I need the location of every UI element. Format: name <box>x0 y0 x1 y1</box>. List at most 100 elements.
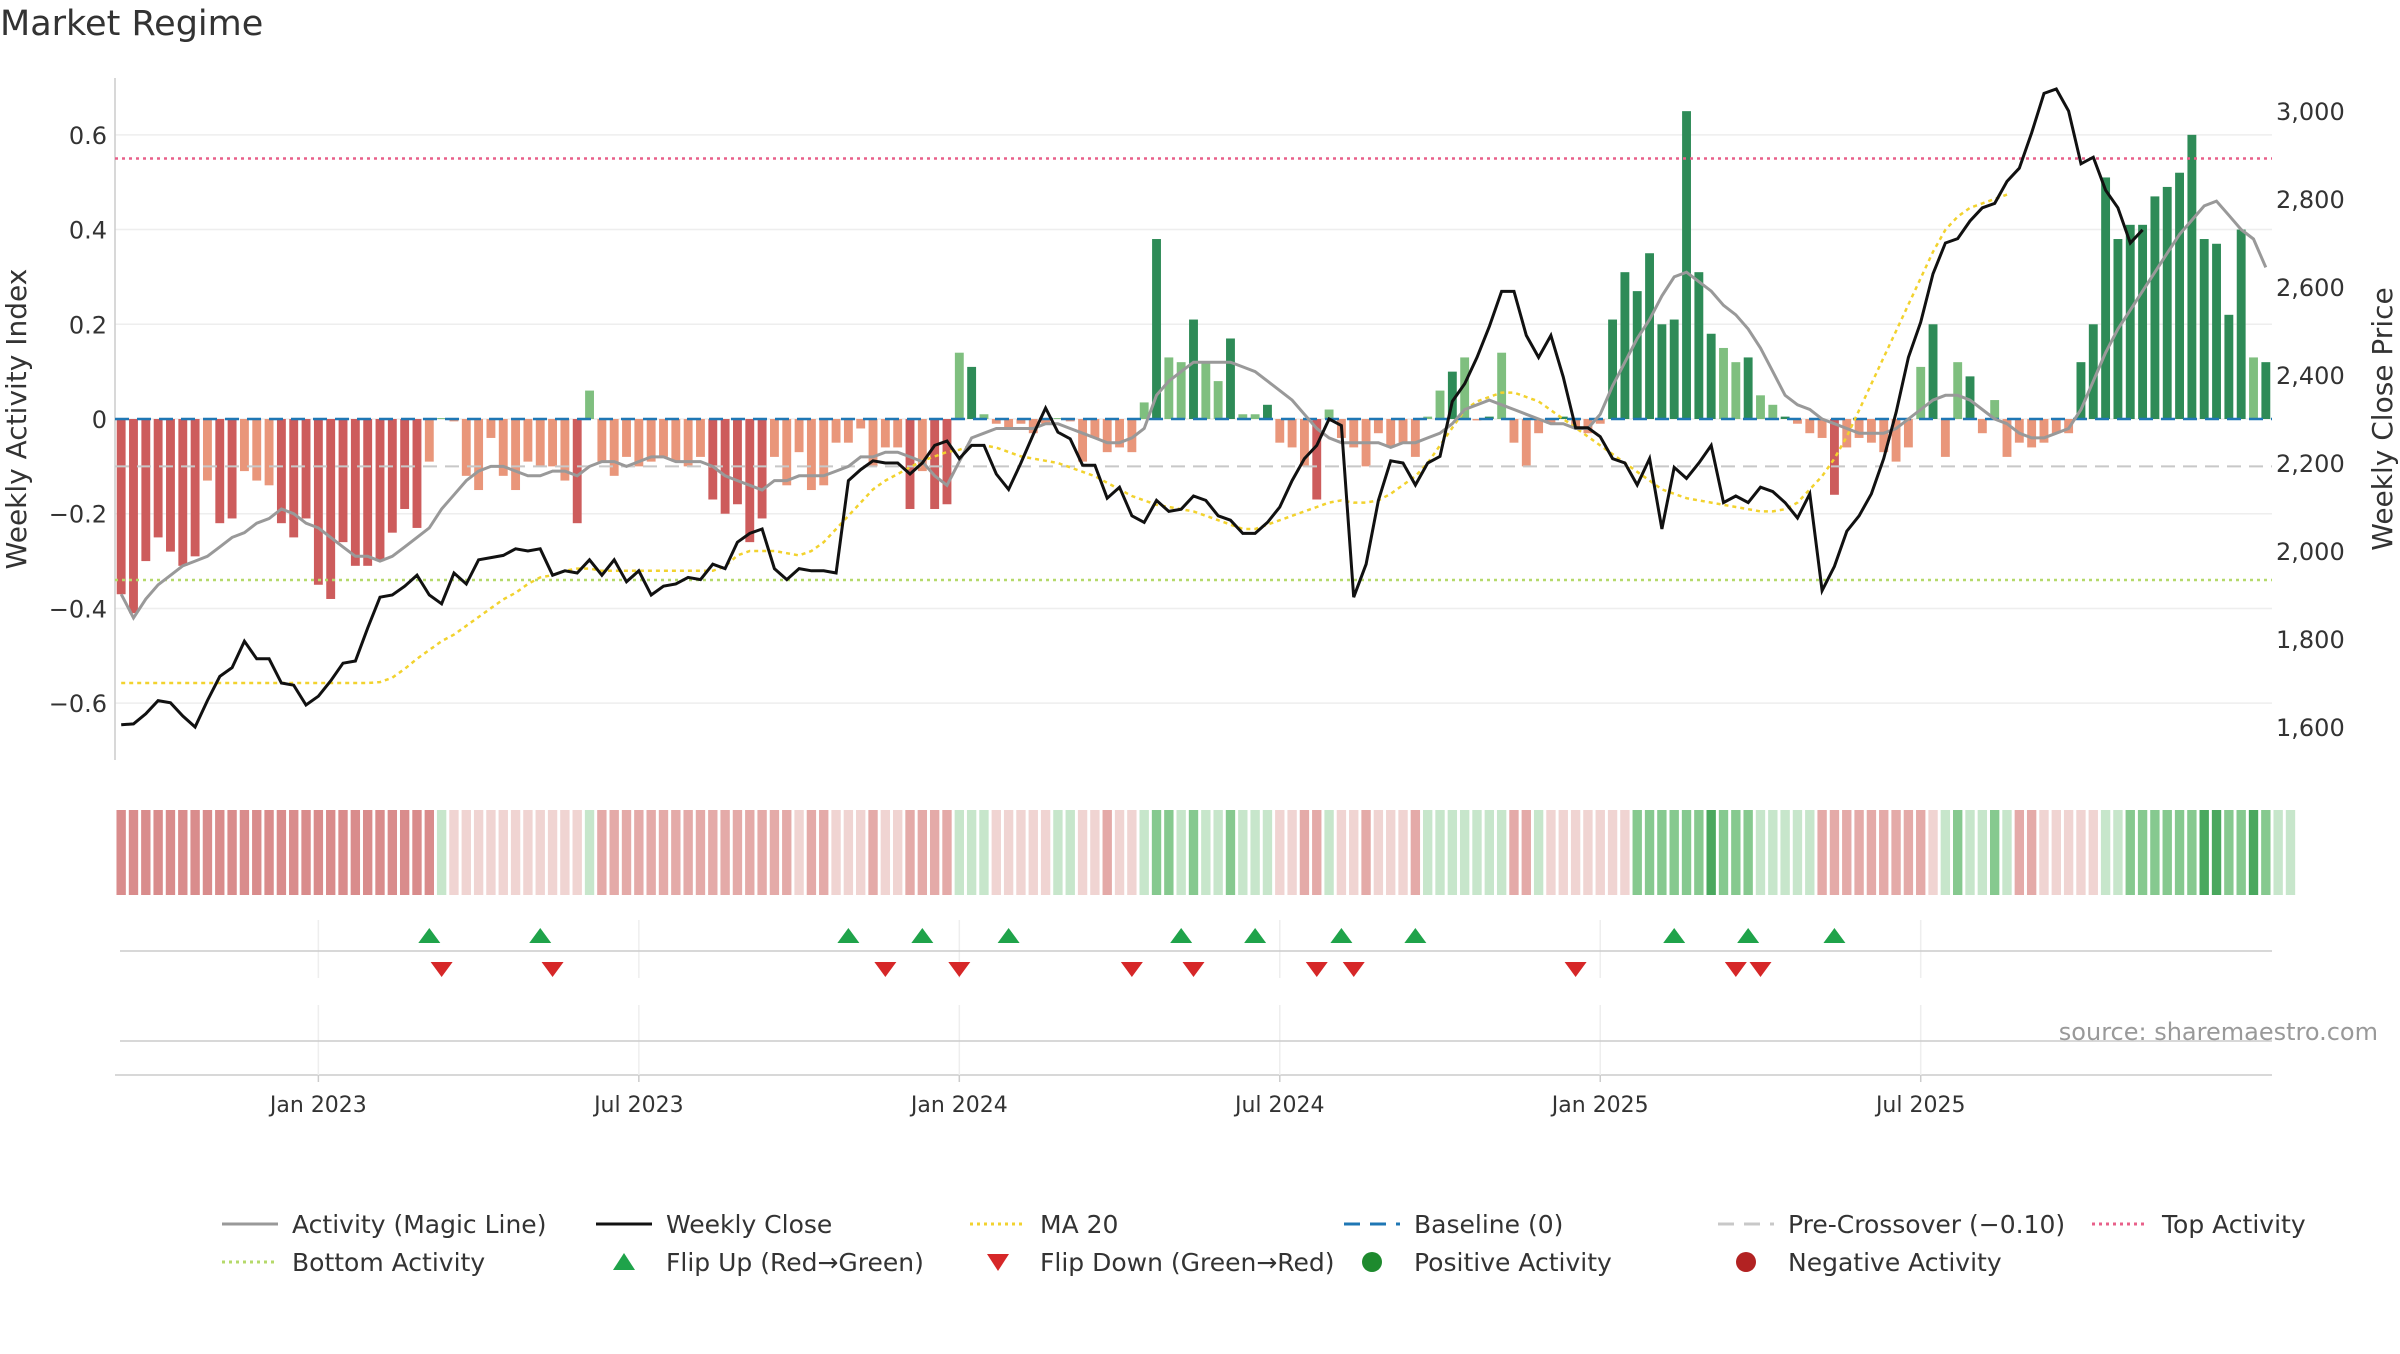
regime-cell <box>510 810 521 895</box>
flip-down-marker <box>1120 962 1143 977</box>
legend-item: Top Activity <box>2092 1210 2306 1239</box>
activity-bar <box>942 419 952 505</box>
legend-label: Pre-Crossover (−0.10) <box>1788 1210 2065 1239</box>
regime-cell <box>634 810 644 895</box>
legend-item: Weekly Close <box>596 1210 832 1239</box>
legend-label: Activity (Magic Line) <box>292 1210 546 1239</box>
flip-up-marker <box>837 928 860 943</box>
activity-bar <box>806 419 816 491</box>
regime-cell <box>2236 810 2246 895</box>
regime-cell <box>745 810 755 895</box>
regime-cell <box>1176 810 1186 895</box>
flip-up-marker <box>1170 928 1193 943</box>
regime-cell <box>289 810 299 895</box>
x-tick-label: Jul 2024 <box>1233 1093 1325 1118</box>
regime-cell <box>387 810 398 895</box>
regime-cell <box>449 810 459 895</box>
regime-cell <box>929 810 940 895</box>
activity-bar <box>1534 419 1544 434</box>
regime-cell <box>1805 810 1815 895</box>
activity-bar <box>1447 371 1457 419</box>
activity-bar <box>782 419 792 486</box>
regime-cell <box>769 810 780 895</box>
activity-bar <box>313 419 323 585</box>
activity-bar <box>1226 338 1235 419</box>
regime-cell <box>979 810 989 895</box>
regime-cell <box>1287 810 1297 895</box>
activity-bar <box>1102 419 1112 453</box>
regime-cell <box>1780 810 1790 895</box>
activity-bar <box>1373 419 1383 434</box>
regime-cell <box>202 810 213 895</box>
right-axis-title: Weekly Close Price <box>2366 287 2399 550</box>
activity-bar <box>1694 272 1704 419</box>
left-tick-label: 0.4 <box>69 217 107 245</box>
activity-bar <box>400 419 410 509</box>
regime-cell <box>2224 810 2234 895</box>
activity-bar <box>1706 333 1716 419</box>
right-tick-label: 1,800 <box>2276 626 2345 654</box>
regime-cell <box>671 810 681 895</box>
regime-cell <box>1324 810 1334 895</box>
regime-cell <box>1003 810 1014 895</box>
regime-cell <box>2187 810 2197 895</box>
regime-cell <box>486 810 496 895</box>
activity-bar <box>350 419 360 566</box>
activity-bar <box>1213 381 1223 419</box>
activity-bar <box>2101 177 2111 419</box>
activity-bar <box>1719 347 1728 419</box>
legend-item: MA 20 <box>970 1210 1118 1239</box>
regime-cell <box>1127 810 1137 895</box>
activity-bar <box>905 419 915 509</box>
regime-cell <box>720 810 730 895</box>
regime-cell <box>683 810 693 895</box>
activity-bar <box>1423 416 1433 419</box>
regime-cell <box>1262 810 1273 895</box>
regime-cell <box>991 810 1001 895</box>
flip-down-marker <box>1342 962 1365 977</box>
regime-cell <box>264 810 274 895</box>
left-axis-title: Weekly Activity Index <box>0 269 33 570</box>
regime-cell <box>1657 810 1667 895</box>
activity-bar <box>437 418 447 420</box>
legend-item: Flip Up (Red→Green) <box>613 1248 924 1277</box>
activity-bar <box>2249 357 2258 419</box>
regime-cell <box>1842 810 1852 895</box>
activity-bar <box>979 414 989 419</box>
regime-cell <box>1016 810 1026 895</box>
activity-bar <box>2175 172 2184 419</box>
regime-cell <box>1139 810 1149 895</box>
activity-bar <box>622 419 631 457</box>
regime-cell <box>1459 810 1470 895</box>
activity-bar <box>1731 362 1741 419</box>
activity-bar <box>1509 419 1519 443</box>
right-tick-label: 2,600 <box>2276 274 2345 302</box>
activity-bar <box>967 366 977 419</box>
regime-cell <box>461 810 471 895</box>
activity-bar <box>1250 414 1260 419</box>
activity-bar <box>1460 357 1470 419</box>
right-tick-label: 2,200 <box>2276 450 2345 478</box>
regime-cell <box>942 810 952 895</box>
activity-bar <box>1595 419 1605 424</box>
regime-cell <box>1447 810 1458 895</box>
activity-bar <box>1953 362 1963 419</box>
regime-cell <box>905 810 915 895</box>
regime-cell <box>2248 810 2259 895</box>
regime-cell <box>1053 810 1063 895</box>
flip-down-icon <box>987 1254 1009 1271</box>
activity-bar <box>486 419 496 438</box>
regime-cell <box>572 810 582 895</box>
activity-bar <box>2002 419 2012 457</box>
activity-bar <box>1238 414 1248 419</box>
regime-cell <box>2162 810 2172 895</box>
weekly-close-line <box>121 87 2144 730</box>
regime-cell <box>2076 810 2086 895</box>
regime-cell <box>1521 810 1531 895</box>
activity-bar <box>2150 196 2160 419</box>
activity-bar <box>264 419 274 486</box>
regime-cell <box>1891 810 1901 895</box>
regime-cell <box>658 810 669 895</box>
activity-bar <box>1977 419 1987 434</box>
